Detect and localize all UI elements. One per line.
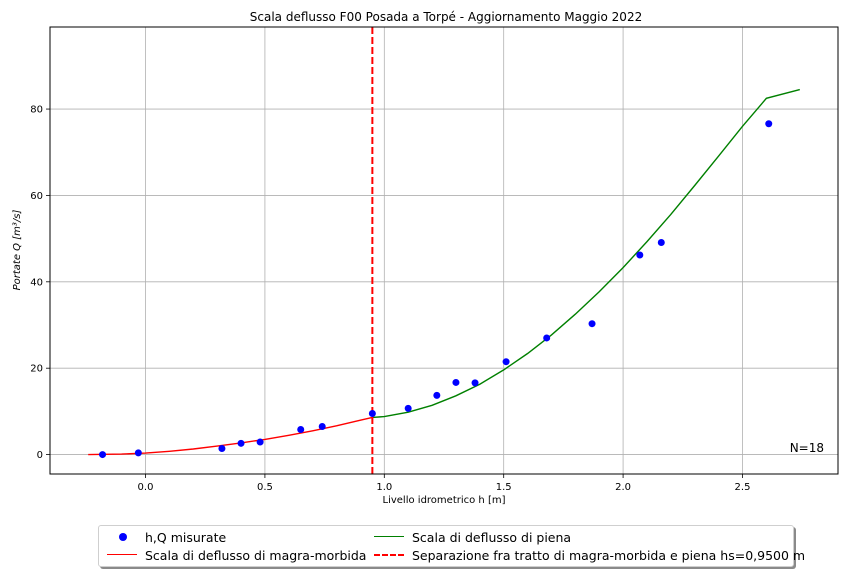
legend-label: Separazione fra tratto di magra-morbida … <box>412 547 806 563</box>
data-point <box>297 426 305 434</box>
data-point <box>543 334 551 342</box>
x-tick-label: 0.0 <box>138 482 154 493</box>
x-tick-label: 0.5 <box>257 482 273 493</box>
x-tick-label: 2.0 <box>615 482 631 493</box>
plot-area <box>88 27 800 474</box>
legend-item-flood: Scala di deflusso di piena <box>374 528 571 546</box>
data-point <box>636 251 644 259</box>
y-tick-label: 20 <box>30 364 43 375</box>
y-tick-label: 80 <box>30 105 43 116</box>
low-flow-curve <box>88 416 373 456</box>
legend-label: Scala di deflusso di piena <box>412 529 572 545</box>
data-point <box>471 379 479 387</box>
x-tick-label: 2.5 <box>735 482 751 493</box>
data-point <box>657 239 665 247</box>
red-dashed-line-icon <box>374 546 404 564</box>
data-point <box>256 438 264 446</box>
data-point <box>368 410 376 418</box>
x-axis-label: Livello idrometrico h [m] <box>383 495 506 506</box>
x-tick-label: 1.0 <box>376 482 392 493</box>
data-point <box>318 422 326 430</box>
chart-title: Scala deflusso F00 Posada a Torpé - Aggi… <box>250 10 642 24</box>
legend-item-measured: h,Q misurate <box>107 528 226 546</box>
x-axis: 0.0 0.5 1.0 1.5 2.0 2.5 <box>138 474 751 493</box>
y-axis: 0 20 40 60 80 <box>30 105 50 461</box>
sample-count-annotation: N=18 <box>790 441 824 455</box>
scatter-marker-icon <box>107 528 137 546</box>
flood-curve <box>372 88 800 419</box>
y-tick-label: 0 <box>37 450 43 461</box>
data-point <box>99 451 107 459</box>
plot-frame <box>49 26 839 475</box>
data-point <box>452 378 460 386</box>
data-point <box>433 391 441 399</box>
red-line-icon <box>107 546 137 564</box>
x-tick-label: 1.5 <box>496 482 512 493</box>
legend-item-separation: Separazione fra tratto di magra-morbida … <box>374 546 805 564</box>
legend-label: h,Q misurate <box>145 529 227 545</box>
y-axis-label: Portate Q [m³/s] <box>12 210 23 291</box>
legend: h,Q misurate Scala di deflusso di magra-… <box>98 525 805 567</box>
data-point <box>502 358 510 366</box>
green-line-icon <box>374 528 404 546</box>
data-point <box>134 449 142 457</box>
data-point <box>765 120 773 128</box>
data-point <box>237 439 245 447</box>
data-point <box>218 445 226 453</box>
legend-item-low-flow: Scala di deflusso di magra-morbida <box>107 546 366 564</box>
y-tick-label: 60 <box>30 191 43 202</box>
data-point <box>404 404 412 412</box>
grid <box>50 27 838 474</box>
data-point <box>588 320 596 328</box>
y-tick-label: 40 <box>30 277 43 288</box>
legend-label: Scala di deflusso di magra-morbida <box>145 547 367 563</box>
